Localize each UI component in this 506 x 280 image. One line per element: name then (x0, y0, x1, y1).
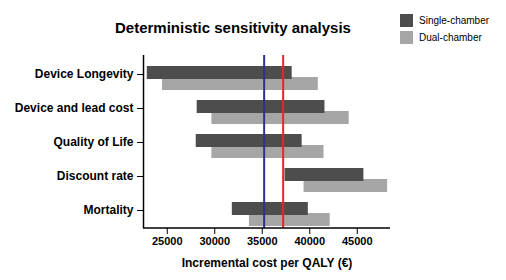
svg-text:Incremental cost per QALY (€): Incremental cost per QALY (€) (182, 256, 353, 270)
svg-text:25000: 25000 (152, 235, 183, 247)
svg-text:Device and lead cost: Device and lead cost (15, 101, 134, 115)
html-text:Single-chamber: Single-chamber (419, 15, 489, 26)
svg-text:Device Longevity: Device Longevity (35, 67, 134, 81)
svg-text:45000: 45000 (342, 235, 373, 247)
svg-text:Mortality: Mortality (83, 203, 133, 217)
svg-text:30000: 30000 (199, 235, 230, 247)
svg-text:Quality of Life: Quality of Life (53, 135, 133, 149)
html-text:Deterministic sensitivity anal: Deterministic sensitivity analysis (115, 19, 351, 36)
svg-text:35000: 35000 (247, 235, 278, 247)
svg-text:40000: 40000 (294, 235, 325, 247)
svg-text:Discount rate: Discount rate (57, 169, 134, 183)
html-text:Dual-chamber: Dual-chamber (419, 32, 482, 43)
